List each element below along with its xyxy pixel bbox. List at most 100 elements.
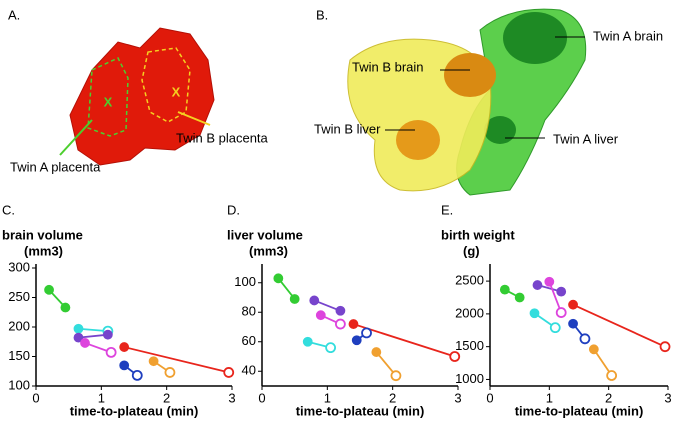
- data-point: [499, 284, 510, 295]
- data-point: [544, 276, 555, 287]
- data-point: [361, 327, 372, 339]
- annotation: Twin B brain: [352, 59, 424, 74]
- data-point: [105, 346, 117, 358]
- panel-label: B.: [316, 7, 328, 22]
- twin-b-brain-image: [444, 53, 496, 97]
- y-tick-label: 200: [8, 318, 30, 333]
- data-point: [80, 338, 90, 348]
- data-point: [348, 319, 359, 329]
- data-point: [73, 332, 84, 343]
- data-point: [164, 367, 176, 378]
- twin-b-region: [141, 47, 191, 123]
- pointer: [59, 119, 93, 156]
- series-line: [78, 333, 108, 339]
- data-point: [529, 308, 540, 319]
- twin-a-brain-image: [503, 12, 567, 64]
- data-point: [73, 323, 84, 334]
- series-line: [548, 281, 563, 313]
- annotation: Twin B placenta: [176, 130, 269, 145]
- panel-label: D.: [227, 202, 240, 217]
- data-point: [568, 299, 578, 310]
- y-tick-label: 2000: [455, 305, 484, 320]
- twin-a-liver-image: [484, 116, 516, 144]
- y-axis-label: (g): [463, 243, 480, 258]
- data-point: [102, 329, 113, 340]
- x-tick-label: 2: [605, 390, 612, 405]
- x-axis-label: time-to-plateau (min): [296, 403, 425, 418]
- data-point: [325, 342, 337, 354]
- x-tick-label: 0: [32, 390, 39, 405]
- data-point: [131, 369, 143, 381]
- data-point: [309, 295, 320, 306]
- y-tick-label: 250: [8, 289, 30, 304]
- data-point: [335, 305, 346, 316]
- y-axis-label: (mm3): [249, 243, 288, 258]
- data-point: [315, 310, 326, 321]
- data-point: [556, 286, 567, 297]
- data-point: [60, 302, 71, 313]
- data-point: [223, 367, 235, 378]
- y-axis-label: liver volume: [227, 227, 303, 242]
- y-tick-label: 40: [242, 363, 256, 378]
- x-tick-label: 3: [664, 390, 671, 405]
- y-tick-label: 300: [8, 259, 30, 274]
- y-tick-label: 100: [234, 274, 256, 289]
- data-point: [351, 335, 362, 346]
- data-point: [659, 341, 671, 353]
- data-point: [606, 370, 618, 381]
- y-tick-label: 60: [242, 333, 256, 348]
- x-tick-label: 2: [389, 390, 396, 405]
- mark-x: X: [104, 94, 113, 109]
- x-tick-label: 1: [98, 390, 105, 405]
- y-axis-label: (mm3): [24, 243, 63, 258]
- data-point: [148, 356, 159, 367]
- data-point: [273, 273, 284, 284]
- data-point: [371, 347, 382, 357]
- twin-b-liver-image: [396, 120, 440, 160]
- annotation: Twin A placenta: [10, 159, 101, 174]
- y-tick-label: 1500: [455, 338, 484, 353]
- data-point: [549, 322, 561, 334]
- data-point: [334, 318, 346, 330]
- data-point: [579, 333, 591, 345]
- annotation: Twin A brain: [593, 28, 663, 43]
- mark-x: X: [172, 84, 181, 99]
- x-tick-label: 1: [546, 390, 553, 405]
- annotation: Twin A liver: [553, 131, 619, 146]
- data-point: [390, 370, 402, 382]
- y-axis-label: brain volume: [2, 227, 83, 242]
- panel-label: A.: [8, 7, 20, 22]
- y-tick-label: 1000: [455, 371, 484, 386]
- data-point: [555, 307, 567, 318]
- x-tick-label: 1: [324, 390, 331, 405]
- x-tick-label: 0: [486, 390, 493, 405]
- pointer: [177, 111, 211, 126]
- data-point: [532, 280, 543, 290]
- series-line: [572, 303, 666, 348]
- y-tick-label: 150: [8, 348, 30, 363]
- data-point: [289, 294, 300, 304]
- data-point: [119, 342, 130, 352]
- annotation: Twin B liver: [314, 121, 381, 136]
- x-tick-label: 0: [258, 390, 265, 405]
- x-tick-label: 3: [228, 390, 235, 405]
- panel-label: C.: [2, 202, 15, 217]
- data-point: [514, 292, 525, 303]
- data-point: [588, 344, 599, 355]
- data-point: [44, 284, 54, 295]
- data-point: [302, 336, 313, 347]
- y-tick-label: 2500: [455, 273, 484, 288]
- x-tick-label: 3: [454, 390, 461, 405]
- y-tick-label: 100: [8, 377, 30, 392]
- x-axis-label: time-to-plateau (min): [515, 403, 644, 418]
- series-line: [123, 346, 229, 374]
- x-tick-label: 2: [163, 390, 170, 405]
- data-point: [119, 360, 130, 371]
- x-axis-label: time-to-plateau (min): [70, 403, 199, 418]
- placenta-image: [69, 27, 215, 166]
- panel-label: E.: [441, 202, 453, 217]
- y-axis-label: birth weight: [441, 227, 515, 242]
- data-point: [449, 351, 461, 362]
- data-point: [568, 318, 578, 329]
- y-tick-label: 80: [242, 304, 256, 319]
